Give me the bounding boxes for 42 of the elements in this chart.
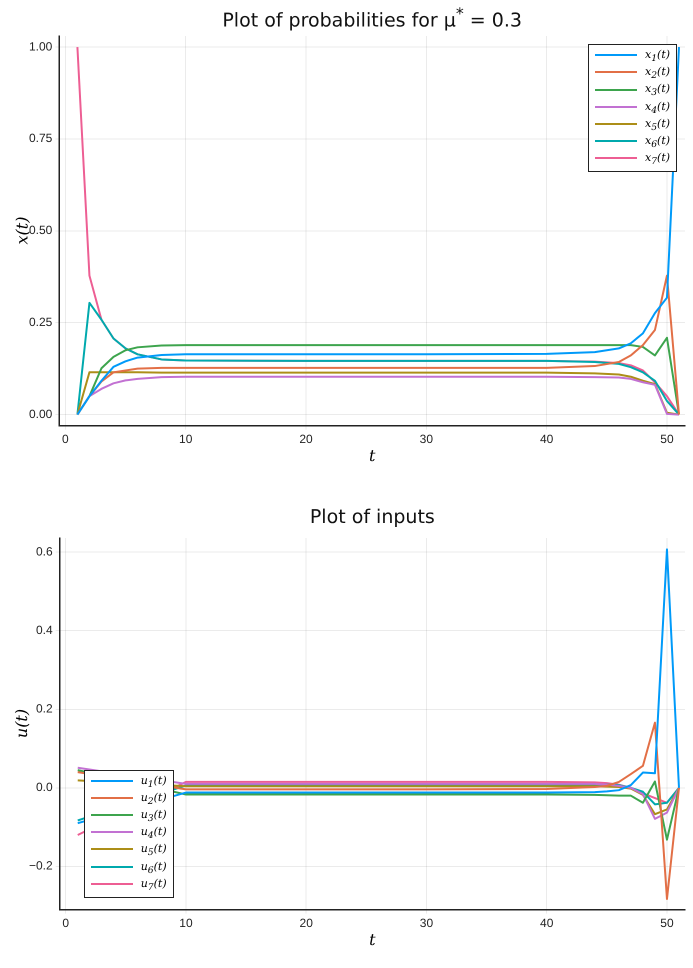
legend-label: x$_{6}$(t) bbox=[645, 134, 670, 150]
y-tick-label: 1.00 bbox=[28, 39, 53, 54]
x-tick-label: 20 bbox=[299, 432, 313, 446]
legend-label: u$_{1}$(t) bbox=[140, 774, 167, 790]
y-tick-label: 0.25 bbox=[28, 315, 53, 329]
x-tick-label: 0 bbox=[62, 432, 70, 446]
legend-label: x$_{7}$(t) bbox=[645, 151, 670, 168]
legend-label: u$_{4}$(t) bbox=[140, 825, 167, 842]
legend-label: u$_{3}$(t) bbox=[140, 808, 167, 824]
x-tick-label: 30 bbox=[420, 432, 434, 446]
y-tick-label: 0.4 bbox=[36, 623, 54, 638]
legend-label: u$_{5}$(t) bbox=[140, 842, 167, 859]
x-tick-label: 50 bbox=[660, 916, 674, 930]
legend-label: x$_{3}$(t) bbox=[645, 82, 670, 99]
x-tick-label: 40 bbox=[540, 432, 554, 446]
x-tick-label: 40 bbox=[540, 916, 554, 930]
chart-title: Plot of inputs bbox=[308, 506, 436, 528]
x-axis-title: t bbox=[368, 930, 377, 949]
legend-label: u$_{7}$(t) bbox=[140, 876, 167, 893]
legend-label: u$_{6}$(t) bbox=[140, 860, 167, 876]
y-tick-label: 0.75 bbox=[28, 131, 53, 146]
y-tick-label: −0.2 bbox=[28, 858, 53, 873]
x-tick-label: 50 bbox=[660, 432, 674, 446]
x-tick-label: 10 bbox=[179, 432, 193, 446]
y-axis-title: u(t) bbox=[12, 709, 32, 738]
x-tick-label: 20 bbox=[300, 916, 314, 930]
legend-label: x$_{1}$(t) bbox=[645, 48, 670, 64]
legend-label: x$_{2}$(t) bbox=[645, 65, 670, 82]
y-tick-label: 0.00 bbox=[28, 406, 53, 421]
y-tick-label: 0.6 bbox=[36, 544, 54, 558]
legend-label: u$_{2}$(t) bbox=[140, 790, 167, 807]
y-tick-label: 0.2 bbox=[36, 702, 54, 716]
x-tick-label: 0 bbox=[62, 916, 70, 930]
x-axis-title: t bbox=[368, 446, 376, 465]
x-tick-label: 10 bbox=[179, 916, 193, 930]
y-tick-label: 0.0 bbox=[36, 780, 54, 794]
legend-label: x$_{5}$(t) bbox=[645, 116, 670, 133]
chart-title: Plot of probabilities for μ$^{*}$ = 0.3 bbox=[221, 4, 523, 32]
x-tick-label: 30 bbox=[420, 916, 434, 930]
y-axis-title: x(t) bbox=[12, 216, 31, 245]
y-tick-label: 0.50 bbox=[28, 223, 53, 238]
legend-label: x$_{4}$(t) bbox=[645, 100, 670, 116]
